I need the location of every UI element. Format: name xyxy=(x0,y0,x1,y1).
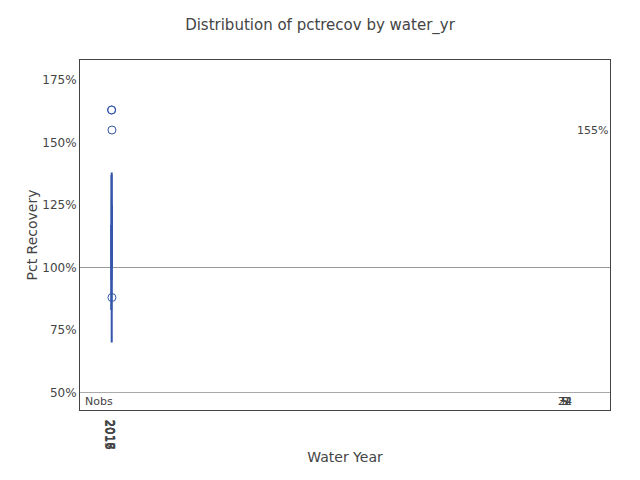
svg-text:125%: 125% xyxy=(42,198,76,212)
svg-text:2017: 2017 xyxy=(103,419,117,450)
svg-text:100%: 100% xyxy=(42,261,76,275)
svg-text:9: 9 xyxy=(562,395,569,408)
svg-text:Water Year: Water Year xyxy=(307,449,383,465)
svg-text:50%: 50% xyxy=(50,386,77,400)
svg-text:Distribution of pctrecov by wa: Distribution of pctrecov by water_yr xyxy=(185,16,456,35)
svg-text:155%: 155% xyxy=(577,124,608,137)
svg-text:150%: 150% xyxy=(42,136,76,150)
svg-text:2015: 2015 xyxy=(102,419,116,450)
svg-text:2016: 2016 xyxy=(103,419,117,450)
svg-text:75%: 75% xyxy=(50,323,77,337)
svg-text:32: 32 xyxy=(558,395,572,408)
svg-text:175%: 175% xyxy=(42,73,76,87)
svg-text:Nobs: Nobs xyxy=(85,395,113,408)
svg-text:5: 5 xyxy=(561,395,568,408)
svg-text:Pct Recovery: Pct Recovery xyxy=(24,190,40,281)
svg-text:24: 24 xyxy=(558,395,572,408)
svg-text:2018: 2018 xyxy=(103,419,117,450)
